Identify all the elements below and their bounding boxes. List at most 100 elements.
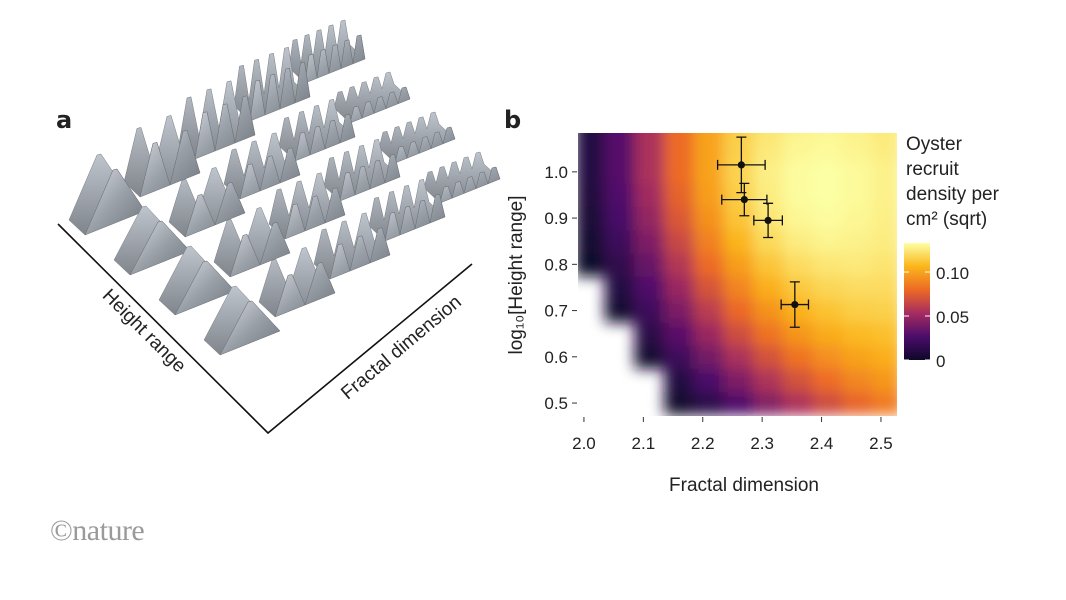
heat-cell: [782, 252, 814, 277]
heat-cell: [753, 252, 784, 277]
heat-cell: [782, 133, 814, 138]
heat-cell: [782, 183, 814, 208]
heat-cell: [723, 252, 754, 277]
heat-cell: [693, 160, 725, 184]
heat-cell: [664, 252, 695, 277]
x-tick-label: 2.4: [810, 434, 834, 453]
heat-cell: [578, 206, 606, 231]
y-tick-label: 0.7: [544, 302, 568, 321]
colorbar-tick-label: 0: [936, 352, 945, 371]
x-axis-label: Fractal dimension: [669, 475, 819, 496]
heat-cell: [842, 391, 873, 416]
heat-cell: [723, 137, 754, 161]
heat-cell: [753, 368, 784, 392]
heat-cell: [842, 275, 873, 300]
block-face: [349, 86, 411, 124]
heatmap-clip: [578, 133, 897, 416]
heat-cell: [872, 229, 897, 254]
heat-cell: [753, 322, 784, 346]
heat-cell: [664, 160, 695, 184]
heat-cell: [693, 229, 725, 254]
surface-models: [68, 19, 501, 356]
heat-cell: [753, 183, 784, 208]
heat-cell: [872, 160, 897, 184]
y-tick-label: 0.6: [544, 348, 568, 367]
heat-cell: [872, 275, 897, 300]
heat-cell: [842, 299, 873, 323]
heat-cell: [634, 345, 665, 369]
heat-cell: [842, 345, 873, 369]
heat-cell: [604, 160, 635, 184]
heat-cell: [812, 252, 843, 277]
heat-cell: [693, 299, 725, 323]
block-face: [284, 187, 346, 240]
block-face: [339, 153, 401, 202]
data-point: [737, 161, 745, 169]
heat-cell: [842, 368, 873, 392]
heat-cell: [753, 160, 784, 184]
heat-cell: [812, 183, 843, 208]
heat-cell: [842, 133, 873, 138]
heat-cell: [872, 345, 897, 369]
heat-cell: [753, 345, 784, 369]
heat-cell: [634, 229, 665, 254]
heat-cell: [872, 183, 897, 208]
heat-cell: [872, 299, 897, 323]
heat-cell: [723, 133, 754, 138]
heat-cell: [872, 322, 897, 346]
heat-cell: [782, 137, 814, 161]
heat-cell: [812, 345, 843, 369]
block-face: [394, 126, 456, 164]
x-tick-label: 2.0: [572, 434, 596, 453]
x-tick-label: 2.3: [750, 434, 774, 453]
panel-label: b: [504, 106, 521, 134]
axis-label: Fractal dimension: [337, 292, 465, 404]
heat-cell: [782, 368, 814, 392]
block-face: [84, 168, 146, 236]
heat-cell: [664, 345, 695, 369]
axes-3d: [57, 223, 473, 435]
heat-cell: [812, 229, 843, 254]
heat-cell: [578, 133, 606, 138]
heat-cell: [812, 322, 843, 346]
heat-cell: [812, 275, 843, 300]
heat-cell: [723, 275, 754, 300]
block-face: [294, 113, 356, 162]
colorbar-title: density per: [906, 184, 1000, 205]
heat-cell: [578, 160, 606, 184]
x-tick-label: 2.5: [869, 434, 893, 453]
heat-cell: [634, 160, 665, 184]
heat-cell: [782, 322, 814, 346]
heat-cell: [693, 391, 725, 416]
heat-cell: [812, 368, 843, 392]
heat-cell: [782, 345, 814, 369]
colorbar-tick-label: 0.10: [936, 264, 969, 283]
heat-cell: [723, 160, 754, 184]
heat-cell: [782, 160, 814, 184]
block-face: [329, 227, 391, 280]
colorbar-tick-label: 0.05: [936, 308, 969, 327]
heat-cell: [782, 206, 814, 231]
y-tick-label: 1.0: [544, 163, 568, 182]
heat-cell: [634, 299, 665, 323]
heat-cell: [664, 368, 695, 392]
heat-cell: [693, 252, 725, 277]
heat-cell: [842, 183, 873, 208]
heat-cell: [812, 160, 843, 184]
heat-cell: [604, 229, 635, 254]
heat-cell: [842, 137, 873, 161]
colorbar-title: recruit: [906, 159, 960, 180]
heat-cell: [664, 183, 695, 208]
block-face: [219, 300, 281, 356]
block-face: [384, 193, 446, 242]
data-point: [740, 195, 748, 204]
heat-cell: [753, 391, 784, 416]
heat-cell: [753, 229, 784, 254]
heat-cell: [693, 345, 725, 369]
heat-cell: [753, 275, 784, 300]
heat-cell: [753, 133, 784, 138]
block-face: [249, 61, 311, 122]
block-face: [139, 130, 201, 198]
